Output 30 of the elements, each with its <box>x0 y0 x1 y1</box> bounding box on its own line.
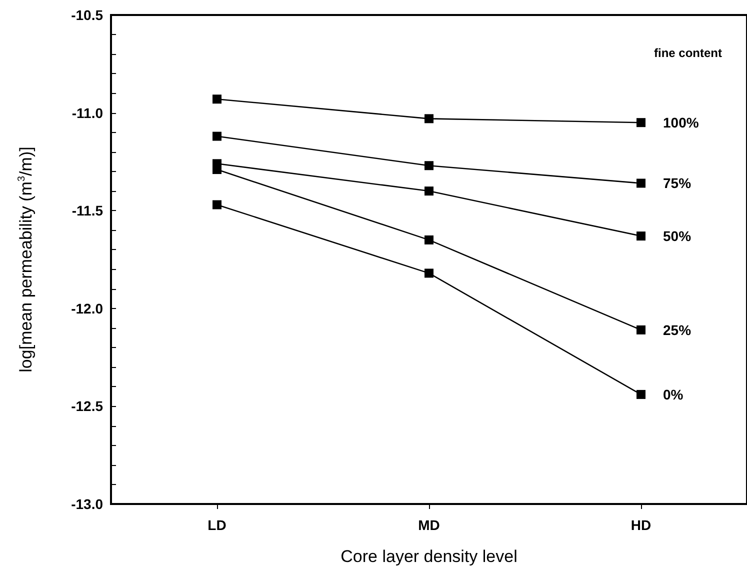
point <box>636 325 646 334</box>
point <box>424 268 434 278</box>
x-axis-title: Core layer density level <box>340 547 518 566</box>
y-axis-title: log[mean permeability (m3/m)] <box>16 146 36 372</box>
y-tick-label: -12.5 <box>71 398 104 414</box>
point <box>212 94 222 104</box>
series-label: 0% <box>663 386 684 402</box>
point <box>636 390 646 399</box>
x-tick-label: HD <box>630 517 652 533</box>
point <box>424 161 434 170</box>
y-tick-label: -12.0 <box>71 300 104 316</box>
legend-title: fine content <box>654 46 722 60</box>
y-tick-label: -11.5 <box>72 202 104 219</box>
point <box>636 118 646 128</box>
point <box>424 235 434 244</box>
series-label: 75% <box>663 175 692 192</box>
point <box>636 178 646 188</box>
series-label: 25% <box>663 322 692 338</box>
point <box>636 232 646 241</box>
point <box>424 186 434 196</box>
point <box>212 132 222 141</box>
y-tick-label: -10.5 <box>71 7 104 23</box>
series-label: 50% <box>663 228 692 244</box>
point <box>212 200 222 210</box>
y-tick-label: -13.0 <box>71 496 104 512</box>
y-tick-label: -11.0 <box>72 104 104 121</box>
point <box>424 114 434 124</box>
series-label: 100% <box>663 114 700 131</box>
x-tick-label: MD <box>418 517 440 533</box>
x-tick-label: LD <box>208 517 226 533</box>
